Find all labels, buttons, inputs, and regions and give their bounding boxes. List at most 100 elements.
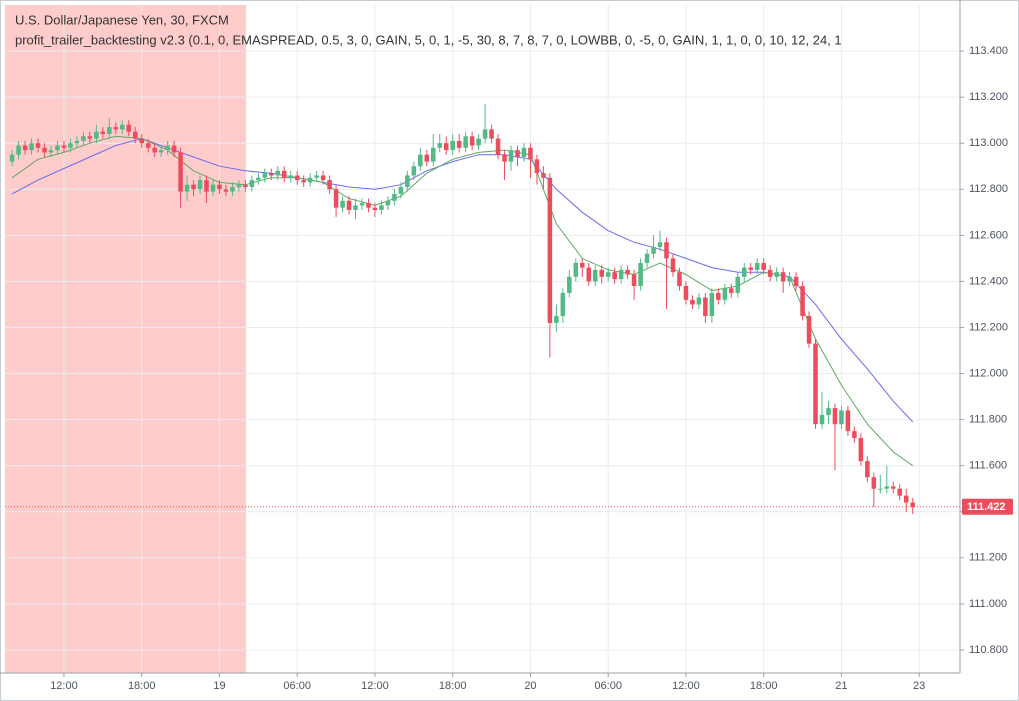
candle-body bbox=[314, 175, 319, 178]
candle-body bbox=[865, 461, 870, 478]
x-tick-label: 06:00 bbox=[283, 680, 311, 692]
candle-body bbox=[418, 154, 423, 167]
y-tick-label: 111.600 bbox=[969, 460, 1007, 472]
candle-body bbox=[107, 127, 112, 134]
candle-body bbox=[204, 180, 209, 192]
candle-body bbox=[554, 315, 559, 323]
candle-body bbox=[29, 143, 34, 151]
x-tick-label: 23 bbox=[913, 680, 925, 692]
x-tick-label: 12:00 bbox=[672, 680, 700, 692]
candle-body bbox=[599, 269, 604, 277]
candle-body bbox=[573, 262, 579, 277]
candle-body bbox=[729, 288, 734, 293]
candle-body bbox=[443, 143, 449, 151]
backtest-region bbox=[5, 5, 247, 673]
x-tick-label: 19 bbox=[213, 680, 225, 692]
candle-body bbox=[826, 408, 831, 416]
candle-body bbox=[541, 173, 546, 178]
candle-body bbox=[307, 177, 313, 183]
candle-body bbox=[217, 184, 222, 190]
candle-body bbox=[780, 272, 786, 282]
candle-body bbox=[191, 184, 196, 190]
y-tick-label: 111.000 bbox=[969, 598, 1007, 610]
last-price-badge bbox=[962, 498, 1013, 515]
candle-body bbox=[262, 173, 268, 178]
candle-body bbox=[424, 154, 430, 162]
candle-body bbox=[605, 272, 611, 277]
candle-body bbox=[787, 276, 792, 282]
candle-body bbox=[249, 180, 255, 187]
candle-body bbox=[657, 242, 663, 247]
candle-body bbox=[709, 292, 715, 316]
candle-body bbox=[139, 138, 144, 144]
candle-body bbox=[197, 180, 203, 190]
candle-body bbox=[463, 136, 468, 148]
candle-body bbox=[366, 203, 371, 208]
candle-body bbox=[528, 147, 533, 160]
candle-body bbox=[113, 127, 119, 130]
x-tick-label: 18:00 bbox=[439, 680, 467, 692]
candle-body bbox=[806, 315, 812, 344]
candle-body bbox=[9, 154, 15, 162]
candle-body bbox=[236, 184, 242, 187]
candle-body bbox=[476, 138, 481, 146]
candle-body bbox=[165, 145, 170, 151]
y-tick-label: 113.200 bbox=[969, 91, 1008, 103]
candle-body bbox=[890, 486, 896, 489]
candle-body bbox=[819, 415, 825, 425]
candle-body bbox=[670, 258, 676, 273]
candle-body bbox=[638, 262, 643, 287]
candle-body bbox=[379, 205, 384, 211]
candle-body bbox=[903, 495, 909, 503]
candle-body bbox=[839, 410, 844, 425]
candle-body bbox=[767, 269, 773, 277]
y-tick-label: 112.000 bbox=[969, 367, 1008, 379]
candle-body bbox=[158, 150, 164, 153]
candle-body bbox=[560, 292, 566, 316]
x-tick-label: 21 bbox=[835, 680, 847, 692]
candle-body bbox=[521, 147, 527, 158]
candle-body bbox=[288, 175, 293, 178]
candle-body bbox=[592, 269, 598, 282]
candle-body bbox=[126, 124, 132, 132]
candle-body bbox=[87, 136, 93, 139]
x-tick-label: 18:00 bbox=[750, 680, 778, 692]
y-tick-label: 112.400 bbox=[969, 275, 1008, 287]
candle-body bbox=[132, 131, 138, 139]
y-tick-label: 112.200 bbox=[969, 321, 1008, 333]
candle-body bbox=[625, 269, 630, 275]
last-price-label: 111.422 bbox=[967, 501, 1006, 513]
candle-body bbox=[547, 177, 553, 323]
candle-body bbox=[897, 488, 903, 496]
candle-body bbox=[793, 276, 799, 287]
candle-body bbox=[327, 180, 332, 190]
y-tick-label: 112.600 bbox=[969, 229, 1008, 241]
candle-body bbox=[716, 292, 721, 300]
candle-body bbox=[22, 145, 28, 151]
candle-body bbox=[567, 276, 572, 293]
candle-body bbox=[333, 189, 339, 208]
candle-body bbox=[392, 193, 397, 201]
y-tick-label: 110.800 bbox=[969, 644, 1008, 656]
candle-body bbox=[677, 272, 682, 287]
candle-body bbox=[508, 150, 514, 162]
candle-body bbox=[398, 186, 404, 194]
candle-body bbox=[735, 276, 741, 293]
candle-body bbox=[340, 200, 345, 208]
candle-body bbox=[320, 175, 326, 181]
candle-body bbox=[845, 410, 851, 432]
candle-body bbox=[256, 177, 261, 181]
candle-body bbox=[722, 288, 728, 300]
candle-body bbox=[152, 147, 157, 153]
candle-body bbox=[450, 140, 455, 151]
candle-body bbox=[800, 286, 805, 316]
candle-body bbox=[910, 502, 915, 508]
candle-body bbox=[230, 186, 235, 192]
candle-body bbox=[269, 173, 274, 176]
candle-body bbox=[469, 136, 475, 146]
candle-body bbox=[502, 154, 507, 162]
candle-body bbox=[884, 486, 890, 489]
candle-body bbox=[372, 207, 378, 211]
